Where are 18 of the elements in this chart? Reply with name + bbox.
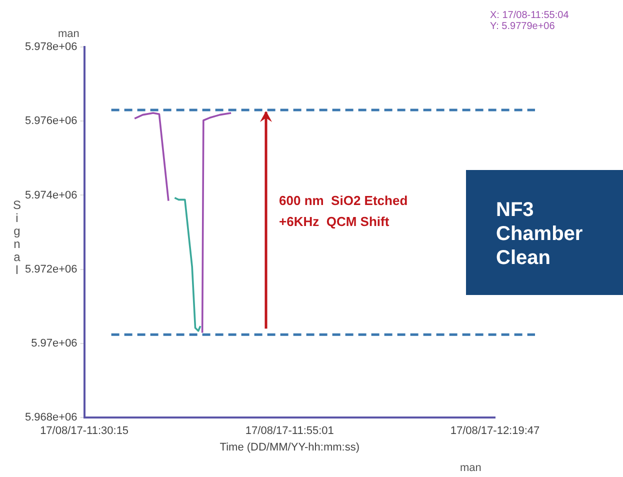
y-tick-label: 5.978e+06: [24, 41, 78, 54]
text: X: 17/08-11:55:04: [490, 10, 569, 21]
text: man: [460, 462, 482, 474]
annotation: +6KHz QCM Shift: [279, 214, 390, 229]
y-axis-title: Signal: [10, 198, 24, 276]
x-axis-title: Time (DD/MM/YY-hh:mm:ss): [220, 441, 360, 454]
y-tick-label: 5.97e+06: [31, 338, 78, 350]
annotation: 600 nm SiO2 Etched: [279, 193, 408, 208]
y-tick-label: 5.972e+06: [24, 263, 78, 276]
x-tick-label: 17/08/17-11:55:01: [245, 425, 334, 438]
x-tick-label: 17/08/17-12:19:47: [450, 425, 540, 438]
x-tick-label: 17/08/17-11:30:15: [40, 425, 129, 438]
y-tick-label: 5.974e+06: [24, 189, 78, 202]
text: man: [58, 28, 80, 40]
y-tick-label: 5.976e+06: [24, 115, 78, 128]
text: Y: 5.9779e+06: [490, 21, 555, 32]
text-panel: NF3 Chamber Clean: [466, 170, 623, 295]
y-tick-label: 5.968e+06: [24, 412, 78, 424]
